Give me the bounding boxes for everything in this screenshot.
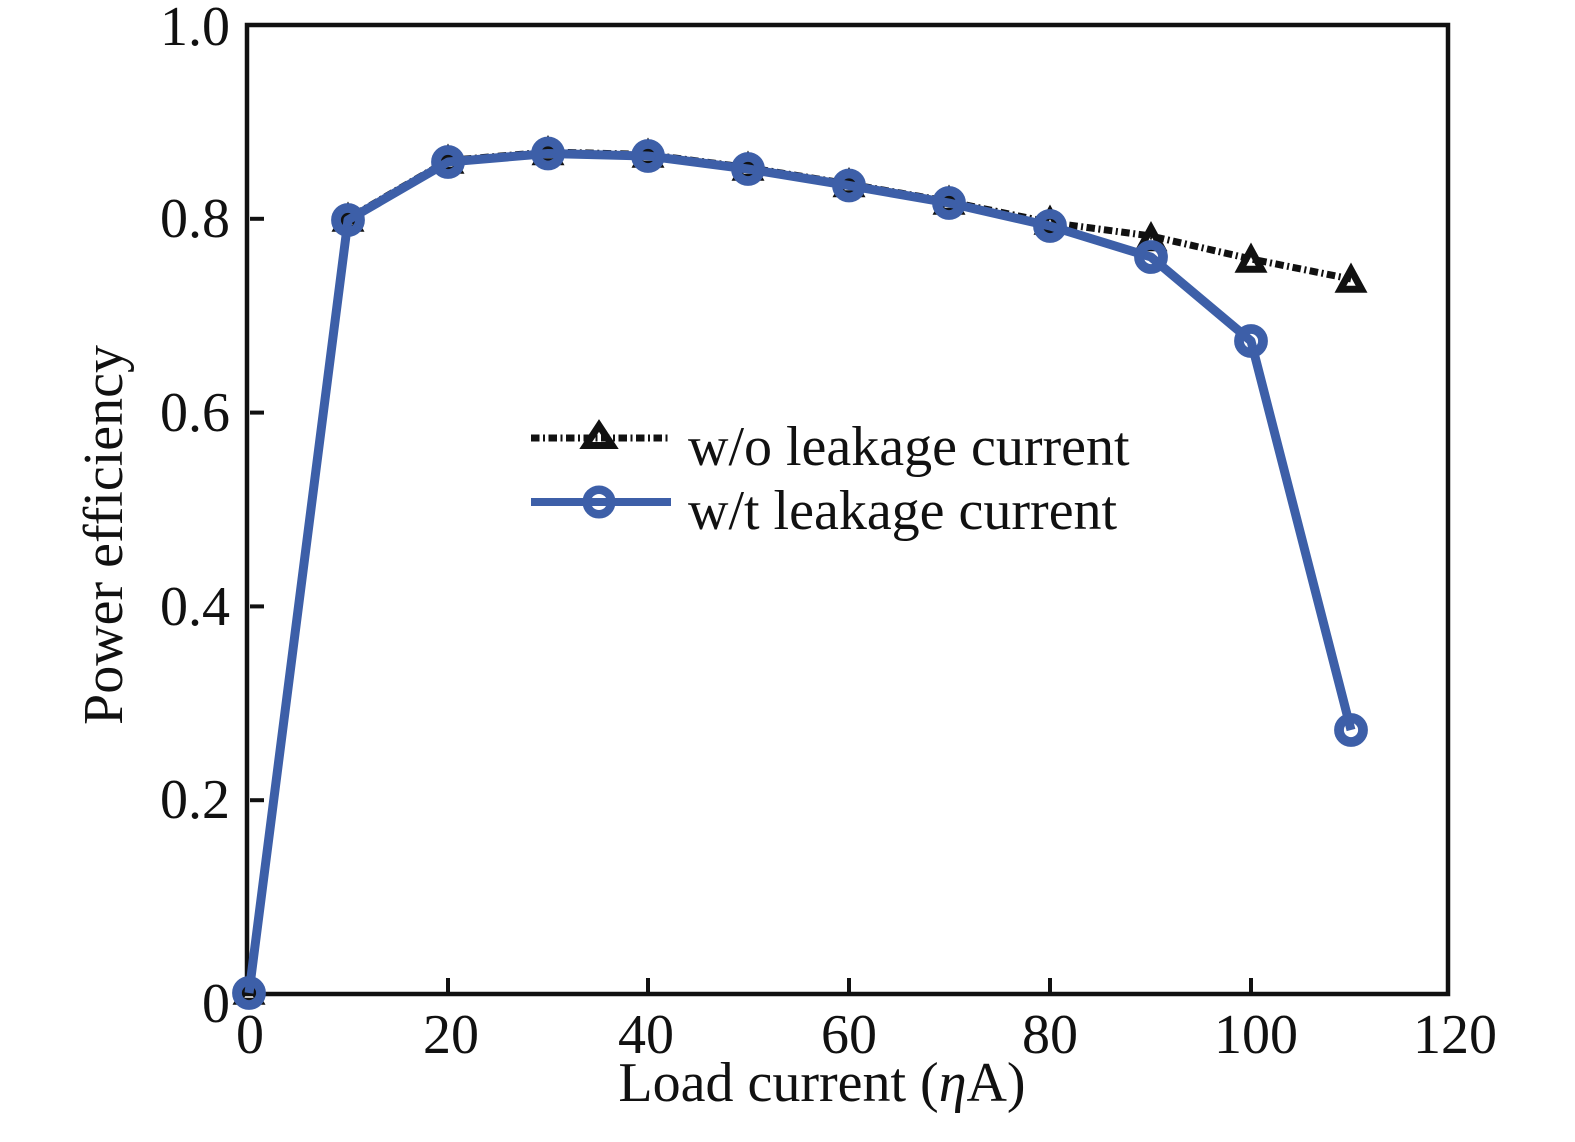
svg-text:100: 100 — [1214, 1004, 1298, 1066]
svg-text:20: 20 — [423, 1004, 479, 1066]
svg-text:Load current (ηA): Load current (ηA) — [618, 1052, 1025, 1114]
svg-text:w/o leakage current: w/o leakage current — [688, 416, 1130, 478]
svg-text:Power efficiency: Power efficiency — [73, 345, 135, 725]
svg-text:1.0: 1.0 — [160, 0, 230, 58]
svg-text:w/t leakage current: w/t leakage current — [688, 480, 1118, 542]
svg-text:0.6: 0.6 — [160, 382, 230, 444]
svg-text:0: 0 — [202, 973, 230, 1035]
svg-text:0.8: 0.8 — [160, 188, 230, 250]
svg-text:0: 0 — [236, 1004, 264, 1066]
svg-text:40: 40 — [618, 1004, 674, 1066]
svg-text:80: 80 — [1022, 1004, 1078, 1066]
svg-text:0.2: 0.2 — [160, 769, 230, 831]
svg-text:0.4: 0.4 — [160, 576, 230, 638]
svg-text:60: 60 — [821, 1004, 877, 1066]
svg-text:120: 120 — [1413, 1004, 1497, 1066]
